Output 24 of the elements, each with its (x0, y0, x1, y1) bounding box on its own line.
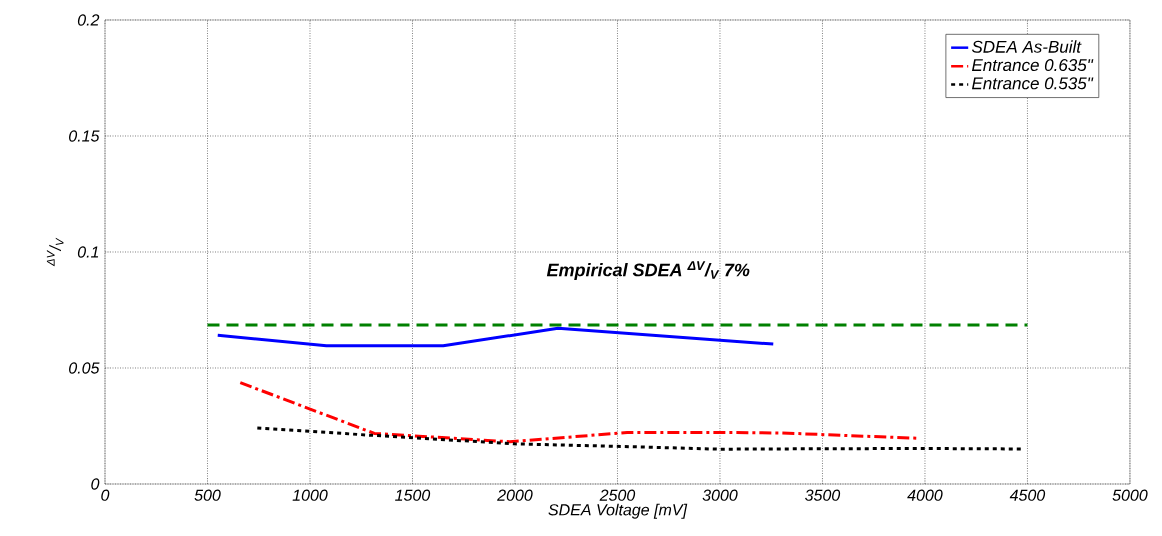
x-tick-label: 2000 (497, 489, 533, 501)
y-tick-label: 0.1 (77, 246, 99, 258)
x-tick-label: 4500 (1009, 489, 1046, 501)
legend-label: Entrance 0.635" (971, 59, 1094, 72)
x-tick-label: 1500 (395, 489, 431, 501)
x-tick-label: 5000 (1112, 489, 1148, 501)
y-tick-label: 0.2 (77, 14, 100, 26)
x-tick-label: 500 (194, 489, 221, 501)
y-tick-label: 0 (91, 478, 100, 490)
x-tick-label: 3000 (702, 489, 738, 501)
line-series (216, 326, 775, 348)
x-tick-label: 0 (101, 489, 110, 501)
legend-label: SDEA As-Built (971, 40, 1082, 53)
x-axis-title: SDEA Voltage [mV] (548, 503, 688, 519)
x-tick-label: 3500 (805, 489, 841, 501)
annotation: Empirical SDEA $^{ΔV}$/$_{V}$ 7% (546, 261, 750, 280)
y-tick-label: 0.15 (69, 130, 100, 142)
x-tick-label: 2500 (599, 489, 636, 501)
y-axis-title: $^{ΔV}$/$_{V}$ (46, 237, 64, 267)
y-tick-label: 0.05 (69, 362, 100, 374)
line-series (255, 426, 1024, 451)
x-tick-label: 1000 (292, 489, 328, 501)
x-tick-label: 4000 (907, 489, 943, 501)
legend-label: Entrance 0.535" (971, 77, 1094, 90)
